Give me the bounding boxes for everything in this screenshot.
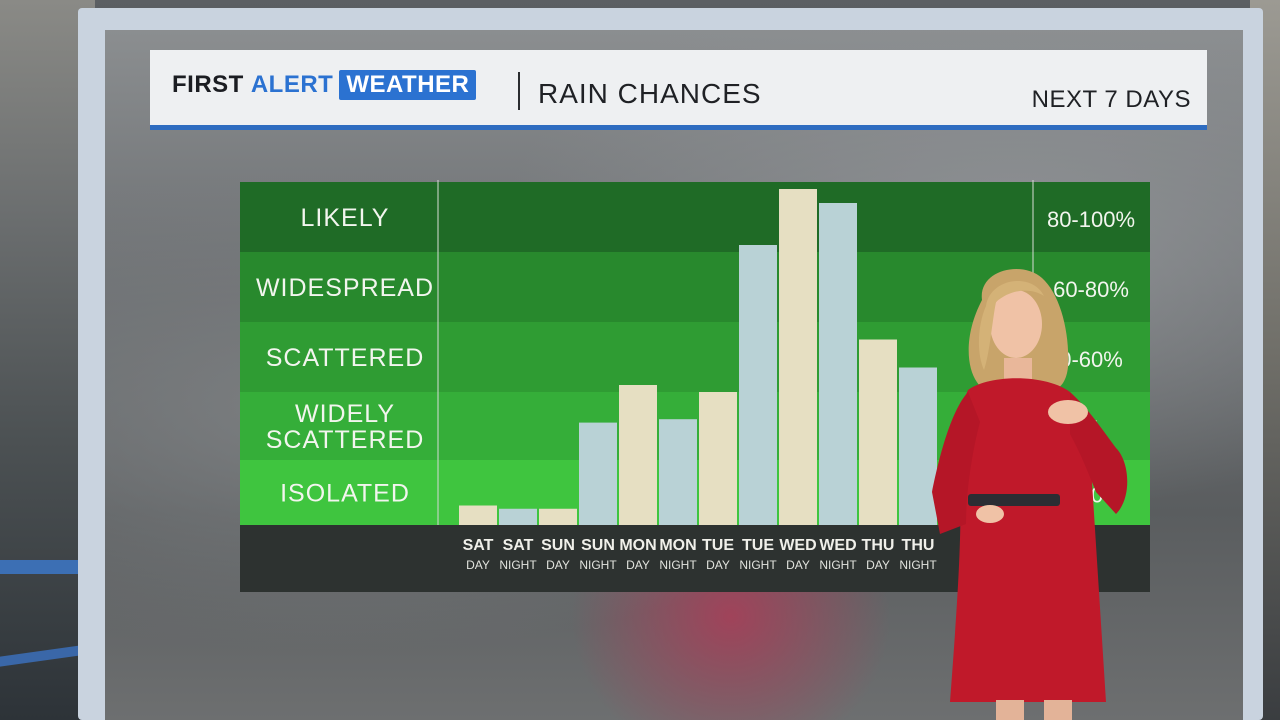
chart-svg: LIKELY 80-100% WIDESPREAD 60-80% SCATTERED 0-…	[240, 180, 1150, 592]
bar-6	[699, 392, 737, 525]
presenter-leg	[1044, 700, 1072, 720]
bar-2	[539, 508, 577, 525]
presenter-hand-left	[976, 505, 1004, 523]
tick-label-bottom: NIGHT	[899, 558, 937, 572]
presenter-figure	[932, 269, 1128, 720]
brand-alert: ALERT	[250, 71, 334, 98]
tick-label-top: WED	[779, 537, 816, 554]
tick-label-top: MON	[659, 537, 696, 554]
header-divider	[518, 72, 520, 110]
bar-11	[899, 367, 937, 525]
rain-chance-chart: LIKELY 80-100% WIDESPREAD 60-80% SCATTERED 0-…	[240, 180, 1150, 592]
tick-label-top: TUE	[702, 537, 734, 554]
brand-first: FIRST	[172, 71, 244, 98]
tick-label-top: THU	[902, 537, 935, 554]
bar-4	[619, 385, 657, 525]
band-0-background	[240, 182, 1150, 252]
band-label: LIKELY	[301, 204, 390, 232]
brand-weather: WEATHER	[339, 70, 477, 100]
studio-stripe	[0, 560, 95, 574]
tick-label-top: SAT	[503, 537, 534, 554]
presenter-tablet	[968, 494, 1060, 506]
tick-label-top: MON	[619, 537, 656, 554]
band-label: ISOLATED	[280, 480, 410, 508]
presenter-dress	[950, 378, 1106, 702]
band-range-label: 60-80%	[1053, 277, 1129, 302]
forecast-range: NEXT 7 DAYS	[1031, 86, 1191, 113]
tick-label-bottom: DAY	[786, 558, 810, 572]
tick-label-bottom: NIGHT	[739, 558, 777, 572]
tick-label-bottom: DAY	[466, 558, 490, 572]
bar-1	[499, 508, 537, 525]
graphic-header: FIRST ALERT WEATHER RAIN CHANCES NEXT 7 …	[150, 50, 1207, 130]
tick-label-bottom: NIGHT	[819, 558, 857, 572]
band-label: WIDELY	[295, 400, 395, 428]
presenter-hand	[1048, 400, 1088, 424]
presenter-sleeve-left	[932, 392, 980, 534]
presenter-face	[990, 290, 1042, 358]
tick-label-top: WED	[819, 537, 856, 554]
tick-label-top: SAT	[463, 537, 494, 554]
tick-label-bottom: DAY	[706, 558, 730, 572]
presenter-sleeve-right	[1070, 392, 1128, 514]
band-label: SCATTERED	[266, 344, 425, 372]
bar-3	[579, 422, 617, 525]
presenter-hair-front	[978, 281, 1044, 370]
tick-label-top: SUN	[541, 537, 575, 554]
bar-0	[459, 505, 497, 525]
bar-7	[739, 245, 777, 525]
bar-10	[859, 339, 897, 525]
tick-label-bottom: NIGHT	[499, 558, 537, 572]
tick-label-top: TUE	[742, 537, 774, 554]
bar-5	[659, 419, 697, 525]
tick-label-bottom: NIGHT	[659, 558, 697, 572]
band-range-label: 80-100%	[1047, 207, 1135, 232]
bar-9	[819, 203, 857, 525]
tick-label-bottom: DAY	[866, 558, 890, 572]
page-title: RAIN CHANCES	[538, 78, 762, 109]
tick-label-top: THU	[862, 537, 895, 554]
tick-label-bottom: DAY	[626, 558, 650, 572]
bar-8	[779, 189, 817, 525]
brand-logo: FIRST ALERT WEATHER	[172, 69, 477, 101]
band-label: WIDESPREAD	[256, 274, 434, 302]
tick-label-bottom: NIGHT	[579, 558, 617, 572]
band-label: SCATTERED	[266, 426, 425, 454]
tick-label-top: SUN	[581, 537, 615, 554]
tick-label-bottom: DAY	[546, 558, 570, 572]
presenter-leg	[996, 700, 1024, 720]
band-range-label: 0-60%	[1059, 347, 1123, 372]
